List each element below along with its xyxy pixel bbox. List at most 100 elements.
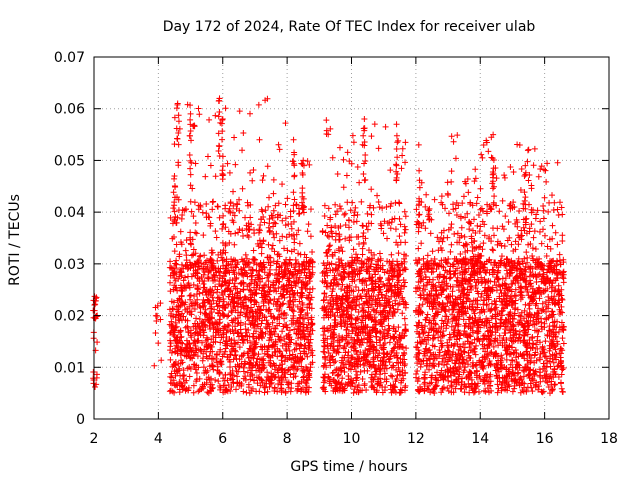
data-point [285, 331, 292, 338]
data-point [303, 324, 310, 331]
data-point [257, 382, 264, 389]
data-point [402, 382, 409, 389]
data-point [269, 212, 276, 219]
data-point [213, 351, 220, 358]
data-point [533, 278, 540, 285]
data-point [511, 292, 518, 299]
data-point [271, 234, 278, 241]
data-point [260, 359, 267, 366]
data-point [275, 251, 282, 258]
data-point [379, 334, 386, 341]
data-point [424, 311, 431, 318]
data-point [152, 329, 159, 336]
data-point [237, 309, 244, 316]
data-point [199, 209, 206, 216]
data-point [471, 310, 478, 317]
data-point [302, 311, 309, 318]
data-point [175, 308, 182, 315]
data-point [208, 336, 215, 343]
data-point [179, 206, 186, 213]
data-point [209, 199, 216, 206]
data-point [320, 307, 327, 314]
data-point [178, 287, 185, 294]
data-point [496, 293, 503, 300]
data-point [362, 347, 369, 354]
data-point [233, 386, 240, 393]
data-point [396, 371, 403, 378]
data-point [429, 306, 436, 313]
data-point [503, 356, 510, 363]
data-point [90, 368, 97, 375]
data-point [353, 296, 360, 303]
data-point [267, 362, 274, 369]
data-point [253, 367, 260, 374]
data-point [259, 346, 266, 353]
data-point [205, 213, 212, 220]
data-point [347, 303, 354, 310]
data-point [171, 114, 178, 121]
data-point [257, 278, 264, 285]
data-point [201, 302, 208, 309]
data-point [327, 325, 334, 332]
data-point [208, 344, 215, 351]
data-point [354, 164, 361, 171]
data-point [276, 264, 283, 271]
data-point [381, 326, 388, 333]
data-point [272, 202, 279, 209]
data-point [224, 326, 231, 333]
data-point [376, 250, 383, 257]
data-point [537, 165, 544, 172]
data-point [258, 250, 265, 257]
data-point [199, 323, 206, 330]
data-point [399, 294, 406, 301]
data-point [266, 271, 273, 278]
data-point [298, 306, 305, 313]
data-point [336, 366, 343, 373]
data-point [209, 287, 216, 294]
data-point [334, 170, 341, 177]
data-point [473, 361, 480, 368]
data-point [305, 295, 312, 302]
data-point [387, 372, 394, 379]
data-point [480, 240, 487, 247]
data-point [199, 289, 206, 296]
data-point [336, 337, 343, 344]
data-point [474, 380, 481, 387]
data-point [214, 203, 221, 210]
data-point [238, 332, 245, 339]
data-point [188, 311, 195, 318]
data-point [231, 212, 238, 219]
data-point [369, 274, 376, 281]
data-point [187, 229, 194, 236]
data-point [261, 389, 268, 396]
data-point [212, 112, 219, 119]
data-point [228, 256, 235, 263]
data-point [529, 253, 536, 260]
data-point [258, 367, 265, 374]
data-point [351, 212, 358, 219]
data-point [269, 242, 276, 249]
data-point [349, 380, 356, 387]
data-point [445, 210, 452, 217]
data-point [171, 389, 178, 396]
data-point [233, 264, 240, 271]
data-point [230, 202, 237, 209]
data-point [183, 337, 190, 344]
data-point [362, 324, 369, 331]
data-point [345, 330, 352, 337]
data-point [558, 319, 565, 326]
data-point [262, 207, 269, 214]
data-point [301, 315, 308, 322]
data-point [303, 380, 310, 387]
data-point [238, 382, 245, 389]
data-point [190, 123, 197, 130]
data-point [198, 273, 205, 280]
data-point [250, 330, 257, 337]
data-point [309, 263, 316, 270]
data-point [227, 287, 234, 294]
data-point [539, 389, 546, 396]
data-point [277, 302, 284, 309]
data-point [360, 132, 367, 139]
data-point [254, 313, 261, 320]
data-point [186, 259, 193, 266]
